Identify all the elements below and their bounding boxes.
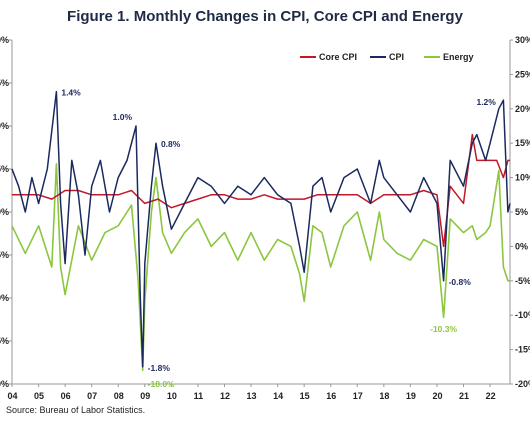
x-tick-label: 08 xyxy=(114,391,124,401)
right-tick-label: 5% xyxy=(515,207,528,217)
legend-label: CPI xyxy=(389,52,404,62)
x-tick-label: 16 xyxy=(326,391,336,401)
right-tick-label: -10% xyxy=(515,310,530,320)
data-label: -18.0% xyxy=(148,379,175,389)
right-tick-label: -5% xyxy=(515,276,530,286)
legend-label: Energy xyxy=(443,52,474,62)
x-tick-label: 17 xyxy=(353,391,363,401)
x-tick-label: 11 xyxy=(194,391,204,401)
x-tick-label: 21 xyxy=(459,391,469,401)
x-tick-label: 13 xyxy=(247,391,257,401)
series-line-energy xyxy=(11,163,510,371)
data-label: -0.8% xyxy=(449,277,472,287)
right-tick-label: 30% xyxy=(515,35,530,45)
data-labels: 1.4% 1.0% 0.8% -1.8% -18.0% -0.8% -10.3% 1.2% xyxy=(61,88,496,389)
right-tick-label: -15% xyxy=(515,345,530,355)
data-label: 1.4% xyxy=(61,88,81,98)
data-label: 0.8% xyxy=(161,139,181,149)
x-tick-label: 20 xyxy=(432,391,442,401)
tick-labels: 04 05 06 07 08 09 10 11 12 13 14 15 16 17 18 19 20 21 22 2.… xyxy=(0,35,530,401)
x-tick-label: 14 xyxy=(273,391,283,401)
series-line-core-cpi xyxy=(12,133,510,248)
x-tick-label: 09 xyxy=(140,391,150,401)
right-tick-label: 25% xyxy=(515,69,530,79)
data-label: 1.0% xyxy=(113,112,133,122)
x-tick-label: 07 xyxy=(87,391,97,401)
x-tick-label: 22 xyxy=(486,391,496,401)
series-line-cpi xyxy=(11,90,511,368)
data-label: 1.2% xyxy=(476,97,496,107)
right-tick-label: 10% xyxy=(515,173,530,183)
legend-label: Core CPI xyxy=(319,52,357,62)
left-tick-label: -0.5% xyxy=(0,250,9,260)
x-tick-label: 05 xyxy=(34,391,44,401)
left-tick-label: -1.0% xyxy=(0,293,9,303)
right-tick-label: 0% xyxy=(515,241,528,251)
x-tick-label: 06 xyxy=(61,391,71,401)
left-tick-label: 1.0% xyxy=(0,121,9,131)
left-tick-label: 2.0% xyxy=(0,35,9,45)
x-tick-label: 10 xyxy=(167,391,177,401)
x-tick-label: 18 xyxy=(379,391,389,401)
left-tick-label: -2.0% xyxy=(0,379,9,389)
data-label: -10.3% xyxy=(430,324,457,334)
data-label: -1.8% xyxy=(148,363,171,373)
right-tick-label: 15% xyxy=(515,138,530,148)
right-tick-label: 20% xyxy=(515,104,530,114)
legend: Core CPI CPI Energy xyxy=(300,52,474,62)
x-tick-label: 19 xyxy=(406,391,416,401)
x-tick-label: 15 xyxy=(300,391,310,401)
chart-title: Figure 1. Monthly Changes in CPI, Core C… xyxy=(67,8,463,25)
left-tick-label: 1.5% xyxy=(0,78,9,88)
series-lines xyxy=(11,90,511,371)
left-tick-label: 0.5% xyxy=(0,164,9,174)
left-tick-label: -1.5% xyxy=(0,336,9,346)
source-note: Source: Bureau of Labor Statistics. xyxy=(6,405,146,415)
left-tick-label: 0.0% xyxy=(0,207,9,217)
x-tick-label: 12 xyxy=(220,391,230,401)
x-tick-label: 04 xyxy=(7,391,17,401)
right-tick-label: -20% xyxy=(515,379,530,389)
